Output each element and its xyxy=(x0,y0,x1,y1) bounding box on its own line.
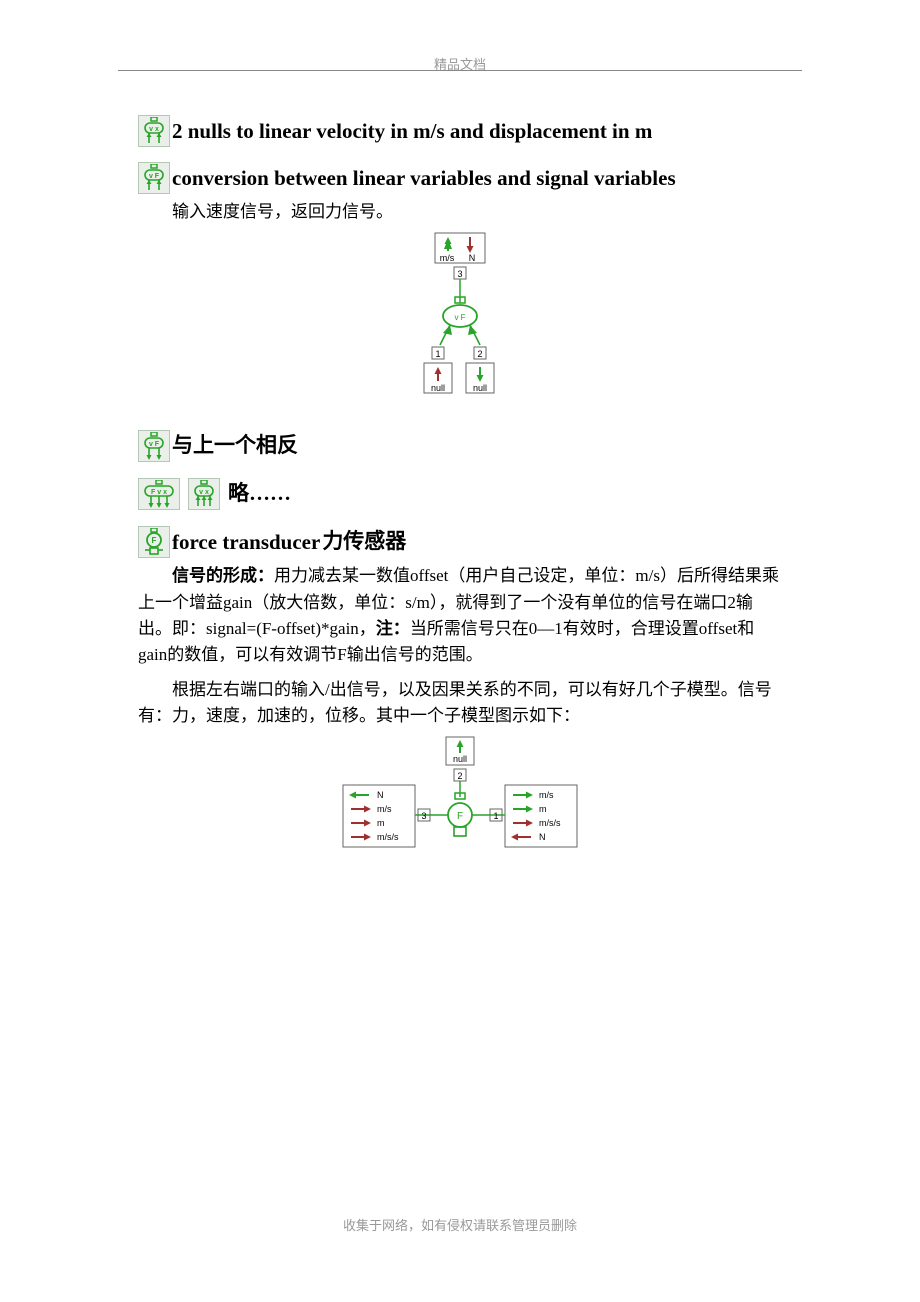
svg-text:F v x: F v x xyxy=(151,489,167,496)
svg-text:v F: v F xyxy=(149,173,160,180)
svg-text:2: 2 xyxy=(477,349,482,359)
svg-text:null: null xyxy=(453,754,467,764)
force-transducer-icon: F xyxy=(138,526,170,558)
svg-text:m/s/s: m/s/s xyxy=(377,832,399,842)
vf-reverse-icon: v F xyxy=(138,430,170,462)
section-title-cn: 力传感器 xyxy=(322,525,406,555)
text-run: 注： xyxy=(376,619,410,638)
svg-text:1: 1 xyxy=(435,349,440,359)
svg-text:m/s: m/s xyxy=(440,253,455,263)
svg-text:v x: v x xyxy=(149,126,159,133)
section-body-p2: 根据左右端口的输入/出信号，以及因果关系的不同，可以有好几个子模型。信号有：力，… xyxy=(138,677,782,730)
text-run: 信号的形成： xyxy=(172,566,274,585)
svg-text:v F: v F xyxy=(454,313,465,322)
svg-text:N: N xyxy=(469,253,476,263)
fvx-icon-a: F v x xyxy=(138,478,180,510)
section-force-transducer: F force transducer 力传感器 信号的形成：用力减去某一数值of… xyxy=(138,525,782,875)
diagram-force-transducer: null 2 F 3 1 xyxy=(138,735,782,875)
svg-text:N: N xyxy=(539,832,546,842)
header-rule xyxy=(118,70,802,71)
svg-text:3: 3 xyxy=(421,811,426,821)
fvx-icon-b: v x xyxy=(188,478,220,510)
section-title: 2 nulls to linear velocity in m/s and di… xyxy=(172,119,652,144)
svg-text:m/s/s: m/s/s xyxy=(539,818,561,828)
page-content: v x 2 nulls to linear velocity in m/s an… xyxy=(138,115,782,893)
svg-text:null: null xyxy=(431,383,445,393)
svg-text:F: F xyxy=(152,536,157,545)
vf-icon: v F xyxy=(138,162,170,194)
svg-text:2: 2 xyxy=(457,771,462,781)
svg-text:1: 1 xyxy=(493,811,498,821)
svg-text:m/s: m/s xyxy=(377,804,392,814)
section-title-en: force transducer xyxy=(172,530,320,555)
svg-text:m: m xyxy=(539,804,547,814)
svg-text:m: m xyxy=(377,818,385,828)
svg-text:3: 3 xyxy=(457,269,462,279)
svg-text:v x: v x xyxy=(199,489,209,496)
section-body: 输入速度信号，返回力信号。 xyxy=(138,199,782,225)
section-title: 略…… xyxy=(228,477,291,507)
svg-text:v F: v F xyxy=(149,441,160,448)
svg-text:N: N xyxy=(377,790,384,800)
section-body-p1: 信号的形成：用力减去某一数值offset（用户自己设定，单位：m/s）后所得结果… xyxy=(138,563,782,668)
vx-icon: v x xyxy=(138,115,170,147)
section-title: conversion between linear variables and … xyxy=(172,166,676,191)
svg-text:m/s: m/s xyxy=(539,790,554,800)
svg-text:null: null xyxy=(473,383,487,393)
section-omitted: F v x v x 略…… xyxy=(138,477,782,507)
section-2nulls: v x 2 nulls to linear velocity in m/s an… xyxy=(138,115,782,144)
page-footer: 收集于网络，如有侵权请联系管理员删除 xyxy=(0,1215,920,1234)
section-opposite: v F 与上一个相反 xyxy=(138,429,782,459)
svg-text:F: F xyxy=(457,811,463,822)
section-conversion: v F conversion between linear variables … xyxy=(138,162,782,411)
diagram-conversion: m/s N 3 v F 1 2 xyxy=(138,231,782,411)
section-title: 与上一个相反 xyxy=(172,429,298,459)
